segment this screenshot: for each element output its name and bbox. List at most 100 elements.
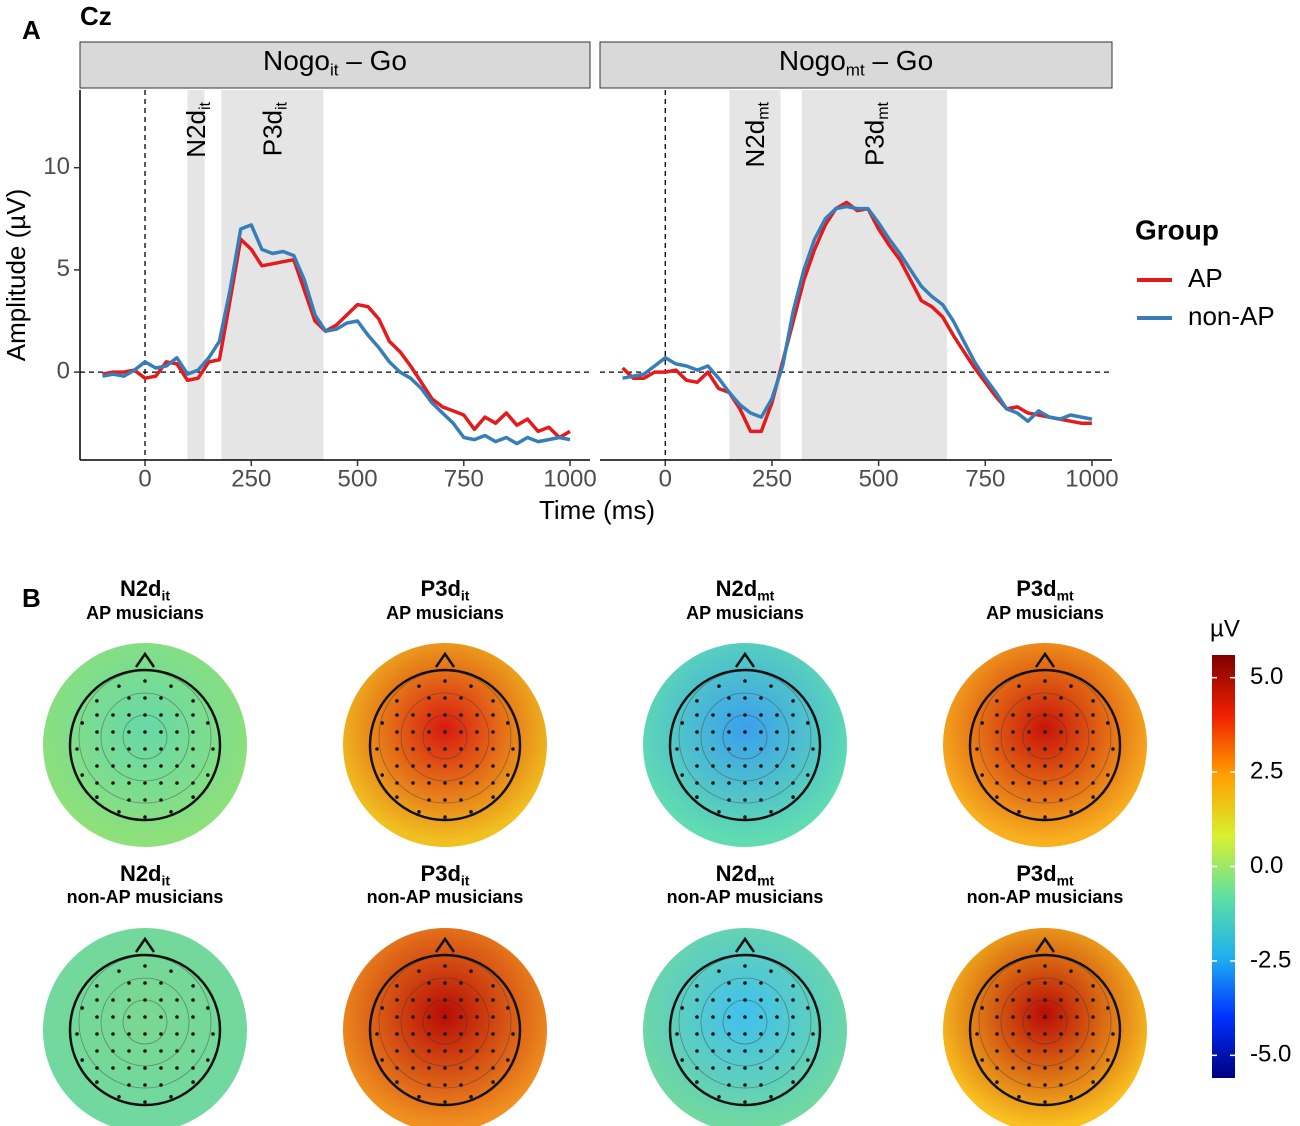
electrode <box>459 696 463 700</box>
electrode <box>159 747 163 751</box>
electrode <box>159 730 163 734</box>
electrode <box>806 1058 810 1062</box>
electrode <box>743 713 747 717</box>
electrode <box>143 1100 147 1104</box>
x-tick-label: 1000 <box>1065 465 1118 492</box>
electrode <box>1027 696 1031 700</box>
electrode <box>995 795 999 799</box>
electrode <box>1027 1049 1031 1053</box>
electrode <box>695 1066 699 1070</box>
electrode <box>491 730 495 734</box>
electrode <box>206 721 210 725</box>
colorbar-title: µV <box>1210 615 1240 642</box>
electrode <box>443 696 447 700</box>
electrode <box>111 1032 115 1036</box>
electrode <box>143 747 147 751</box>
subscript: it <box>162 872 171 888</box>
electrode <box>1091 1049 1095 1053</box>
electrode <box>791 984 795 988</box>
nose <box>1034 651 1056 668</box>
electrode <box>759 998 763 1002</box>
electrode <box>1069 969 1073 973</box>
electrode <box>1043 747 1047 751</box>
electrode <box>491 764 495 768</box>
electrode <box>769 1095 773 1099</box>
electrode <box>111 764 115 768</box>
electrode <box>411 713 415 717</box>
electrode <box>506 1006 510 1010</box>
topomap-subtitle: non-AP musicians <box>367 887 524 907</box>
electrode <box>443 781 447 785</box>
electrode <box>80 773 84 777</box>
electrode <box>717 810 721 814</box>
electrode <box>1091 1032 1095 1036</box>
electrode <box>469 810 473 814</box>
electrode <box>727 747 731 751</box>
electrode <box>159 696 163 700</box>
electrode <box>459 998 463 1002</box>
electrode <box>695 1032 699 1036</box>
electrode <box>1043 798 1047 802</box>
electrode <box>191 1049 195 1053</box>
topomap <box>643 643 847 847</box>
electrode <box>727 1015 731 1019</box>
electrode <box>443 1100 447 1104</box>
electrode <box>117 969 121 973</box>
electrode <box>427 1066 431 1070</box>
electrode <box>127 713 131 717</box>
electrode <box>1075 998 1079 1002</box>
electrode <box>491 1066 495 1070</box>
colorbar-tick-label: 0.0 <box>1250 852 1283 879</box>
electrode <box>475 998 479 1002</box>
electrode <box>443 713 447 717</box>
subscript: it <box>330 61 339 80</box>
text-part: P3d <box>421 576 461 601</box>
electrode <box>143 1049 147 1053</box>
electrode <box>427 798 431 802</box>
electrode <box>127 1083 131 1087</box>
electrode <box>1091 713 1095 717</box>
electrode <box>191 730 195 734</box>
electrode <box>980 1058 984 1062</box>
electrode <box>159 713 163 717</box>
electrode <box>191 713 195 717</box>
text-part: P3d <box>1016 576 1056 601</box>
electrode <box>159 764 163 768</box>
electrode <box>711 1015 715 1019</box>
electrode <box>111 1049 115 1053</box>
topomap-title: N2dit <box>120 576 170 603</box>
electrode <box>1043 1083 1047 1087</box>
y-tick-label: 10 <box>43 153 70 180</box>
electrode <box>1075 713 1079 717</box>
electrode <box>395 699 399 703</box>
electrode <box>759 798 763 802</box>
electrode <box>680 1058 684 1062</box>
electrode <box>1091 1066 1095 1070</box>
electrode <box>680 1006 684 1010</box>
text-part: – Go <box>338 45 406 76</box>
x-tick-label: 750 <box>965 465 1005 492</box>
electrode <box>411 998 415 1002</box>
electrode <box>1091 699 1095 703</box>
electrode <box>775 1015 779 1019</box>
subscript: mt <box>1057 872 1074 888</box>
electrode <box>95 730 99 734</box>
electrode <box>491 699 495 703</box>
electrode <box>427 713 431 717</box>
electrode <box>380 1006 384 1010</box>
electrode <box>380 773 384 777</box>
electrode <box>127 1015 131 1019</box>
electrode <box>1069 810 1073 814</box>
electrode <box>1091 764 1095 768</box>
contour <box>400 692 490 782</box>
electrode <box>1043 1049 1047 1053</box>
legend-label: non-AP <box>1188 301 1275 331</box>
electrode <box>427 1015 431 1019</box>
electrode <box>743 964 747 968</box>
electrode <box>727 696 731 700</box>
electrode <box>727 764 731 768</box>
contour <box>100 692 190 782</box>
electrode <box>159 1083 163 1087</box>
electrode <box>95 713 99 717</box>
electrode <box>791 1049 795 1053</box>
